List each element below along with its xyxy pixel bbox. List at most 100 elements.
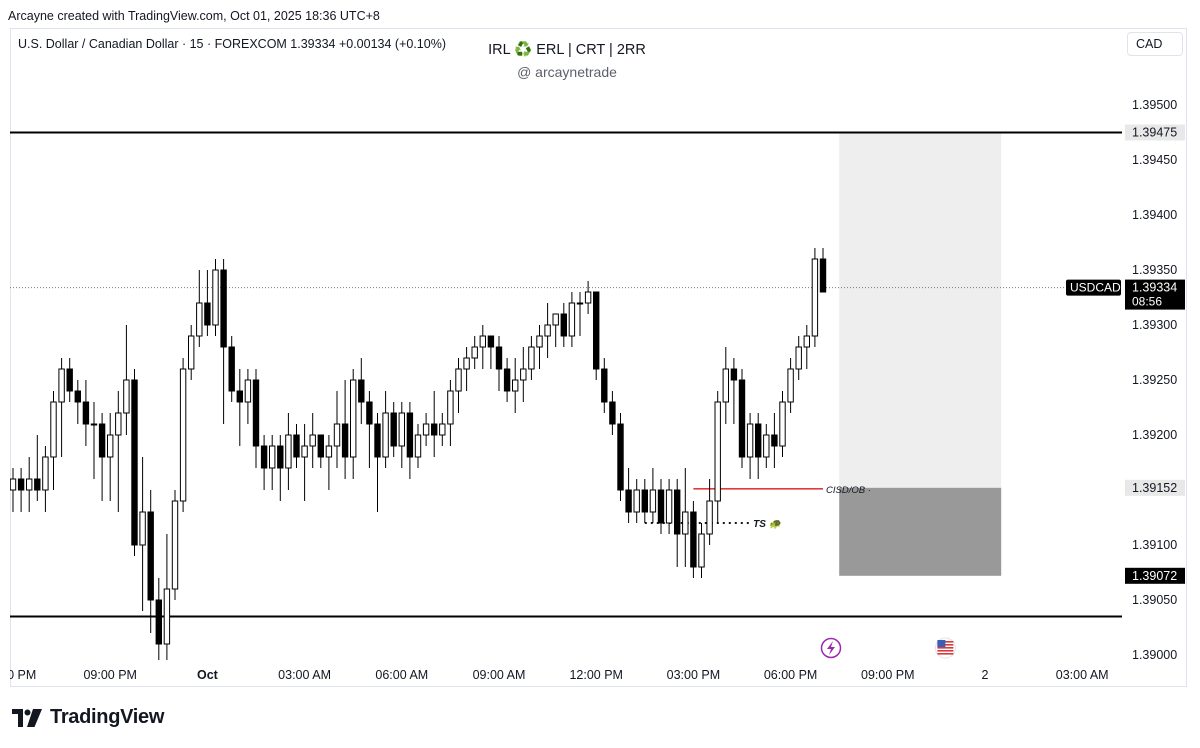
candle[interactable] (576, 292, 584, 336)
candle[interactable] (382, 391, 389, 468)
candle[interactable] (390, 402, 397, 457)
candle[interactable] (593, 291, 600, 380)
candle[interactable] (277, 435, 284, 501)
candle[interactable] (293, 424, 300, 468)
candle[interactable] (439, 413, 446, 446)
candle[interactable] (625, 468, 632, 523)
candle[interactable] (171, 490, 179, 600)
candle[interactable] (366, 391, 373, 468)
candle[interactable] (285, 413, 292, 490)
candle[interactable] (422, 413, 430, 446)
candle[interactable] (682, 468, 689, 567)
candle[interactable] (471, 336, 478, 369)
candle[interactable] (309, 413, 316, 468)
candle[interactable] (107, 413, 114, 501)
candle[interactable] (196, 270, 203, 347)
candle[interactable] (34, 435, 41, 501)
candle[interactable] (10, 468, 17, 512)
candle[interactable] (665, 479, 673, 534)
candle[interactable] (431, 391, 438, 457)
candle[interactable] (398, 402, 406, 468)
candle[interactable] (552, 313, 559, 347)
candle[interactable] (139, 457, 146, 611)
candle[interactable] (714, 391, 721, 523)
candle[interactable] (819, 248, 827, 293)
candle[interactable] (771, 413, 778, 468)
candle[interactable] (82, 380, 90, 446)
candle[interactable] (617, 413, 624, 501)
candle[interactable] (358, 358, 365, 424)
candle[interactable] (795, 336, 802, 380)
candle[interactable] (58, 358, 65, 457)
chart-pane[interactable] (10, 28, 1187, 687)
target-zone[interactable] (839, 132, 1002, 488)
candle[interactable] (260, 435, 268, 490)
candle[interactable] (690, 501, 697, 578)
stop-zone[interactable] (839, 487, 1002, 576)
lightning-icon[interactable] (820, 637, 842, 659)
candle[interactable] (641, 479, 648, 523)
candle[interactable] (147, 490, 154, 633)
candle[interactable] (722, 347, 729, 424)
candle[interactable] (568, 292, 576, 347)
candle[interactable] (803, 325, 810, 369)
candle[interactable] (115, 391, 122, 512)
candle[interactable] (228, 336, 235, 402)
candle[interactable] (333, 391, 341, 468)
candle[interactable] (674, 479, 681, 567)
candle[interactable] (301, 424, 308, 501)
candle[interactable] (447, 380, 454, 446)
candle[interactable] (730, 358, 738, 424)
candle[interactable] (131, 369, 138, 556)
candle[interactable] (163, 534, 171, 677)
candle[interactable] (455, 358, 462, 413)
candle[interactable] (188, 325, 195, 380)
candle[interactable] (341, 380, 349, 479)
candle[interactable] (609, 391, 616, 435)
candle[interactable] (74, 380, 81, 424)
candle[interactable] (212, 259, 219, 336)
candle[interactable] (649, 468, 657, 523)
candle[interactable] (50, 391, 57, 490)
candle[interactable] (487, 335, 495, 369)
candle[interactable] (633, 479, 640, 523)
candle[interactable] (601, 358, 608, 413)
candle[interactable] (787, 358, 794, 413)
candle[interactable] (90, 402, 98, 479)
candle[interactable] (779, 391, 786, 457)
candle[interactable] (463, 347, 470, 391)
candle[interactable] (350, 369, 357, 479)
candle[interactable] (17, 468, 25, 512)
candle[interactable] (236, 369, 244, 446)
candle[interactable] (26, 457, 33, 512)
candle[interactable] (698, 523, 705, 578)
candle[interactable] (706, 479, 713, 545)
candle[interactable] (123, 325, 130, 435)
candle[interactable] (325, 435, 333, 490)
candle[interactable] (98, 413, 106, 501)
currency-button[interactable]: CAD (1127, 32, 1183, 56)
candle[interactable] (528, 336, 535, 380)
candle[interactable] (204, 270, 211, 336)
candle[interactable] (220, 259, 227, 424)
candle[interactable] (42, 446, 49, 512)
candle[interactable] (374, 413, 381, 512)
candle[interactable] (763, 424, 770, 468)
candle[interactable] (520, 347, 527, 402)
candle[interactable] (536, 325, 543, 369)
candle[interactable] (155, 578, 163, 666)
candle[interactable] (269, 435, 276, 490)
candle[interactable] (560, 303, 567, 347)
candle[interactable] (317, 434, 325, 468)
candle[interactable] (414, 424, 422, 468)
tradingview-logo[interactable]: TradingView (12, 706, 164, 729)
candle[interactable] (512, 358, 519, 413)
candle[interactable] (584, 281, 592, 314)
candle[interactable] (495, 336, 503, 391)
us-flag-icon[interactable] (934, 637, 956, 659)
candle[interactable] (544, 303, 551, 358)
candle[interactable] (252, 369, 260, 468)
candle[interactable] (244, 369, 252, 424)
candle[interactable] (179, 358, 187, 512)
